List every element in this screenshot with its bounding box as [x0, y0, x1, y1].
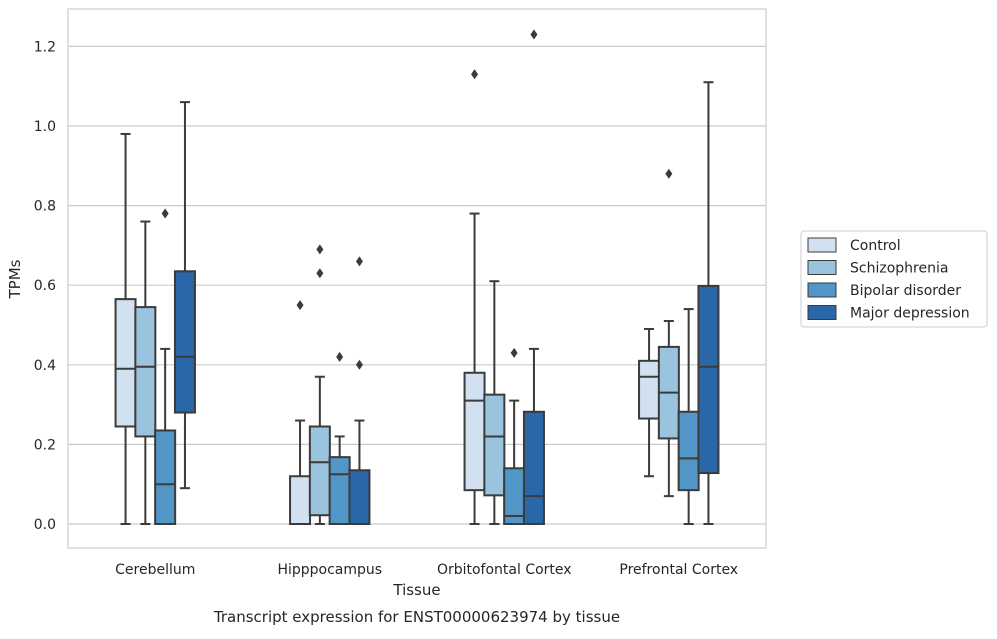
legend-label: Control [850, 238, 901, 254]
box-iqr [173, 270, 196, 414]
box-control [114, 132, 137, 525]
box-iqr [677, 410, 700, 492]
x-tick-label: Prefrontal Cortex [619, 562, 738, 578]
legend-label: Schizophrenia [850, 261, 948, 277]
outlier-point [161, 208, 169, 219]
y-tick-label: 0.6 [34, 278, 56, 294]
box-iqr [638, 359, 661, 420]
box-iqr [308, 425, 331, 517]
y-axis-label: TPMs [6, 259, 24, 299]
legend-swatch [807, 237, 837, 253]
box-control [463, 69, 486, 525]
box-schizophrenia [657, 168, 680, 498]
box-major-depression [348, 256, 371, 525]
box-major-depression [522, 29, 545, 526]
y-axis-ticks: 0.0 0.2 0.4 0.6 0.8 1.0 1.2 [34, 39, 56, 533]
outlier-point [530, 29, 538, 40]
x-axis-ticks: Cerebellum Hipppocampus Orbitofontal Corte… [115, 562, 738, 578]
box-iqr [134, 306, 157, 438]
box-control [289, 300, 312, 525]
legend: Control Schizophrenia Bipolar disorder Majo… [800, 230, 988, 328]
outlier-point [355, 256, 363, 267]
legend-swatch [807, 282, 837, 298]
outlier-point [336, 351, 344, 362]
box-iqr [154, 429, 177, 525]
box-schizophrenia [308, 244, 331, 525]
x-tick-label: Cerebellum [115, 562, 195, 578]
y-tick-label: 0.2 [34, 437, 56, 453]
outlier-point [355, 359, 363, 370]
legend-frame [800, 230, 988, 328]
box-bipolar-disorder [328, 351, 351, 525]
legend-swatch [807, 305, 837, 320]
x-tick-label: Hipppocampus [277, 562, 382, 578]
box-bipolar-disorder [154, 208, 177, 525]
y-tick-label: 0.4 [34, 358, 56, 374]
box-major-depression [697, 81, 720, 525]
box-iqr [522, 410, 545, 526]
y-tick-label: 1.2 [34, 39, 56, 55]
box-control [638, 327, 661, 478]
box-iqr [328, 456, 351, 525]
outlier-point [296, 300, 304, 311]
box-bipolar-disorder [503, 347, 526, 525]
boxes-layer [114, 29, 720, 526]
chart-caption: Transcript expression for ENST0000062397… [213, 608, 620, 626]
box-iqr [114, 298, 137, 428]
y-tick-label: 1.0 [34, 119, 56, 135]
box-iqr [463, 371, 486, 492]
y-tick-label: 0.8 [34, 199, 56, 215]
box-iqr [483, 393, 506, 497]
outlier-point [471, 69, 479, 80]
legend-label: Major depression [850, 306, 970, 322]
legend-label: Bipolar disorder [850, 283, 961, 299]
x-axis-label: Tissue [392, 581, 440, 599]
outlier-point [510, 347, 518, 358]
box-iqr [697, 284, 720, 475]
box-iqr [348, 469, 371, 525]
box-bipolar-disorder [677, 308, 700, 525]
legend-items: Control Schizophrenia Bipolar disorder Majo… [807, 237, 970, 322]
y-tick-label: 0.0 [34, 517, 56, 533]
plot-frame [67, 8, 767, 549]
x-tick-label: Orbitofontal Cortex [437, 562, 572, 578]
box-schizophrenia [134, 220, 157, 525]
outlier-point [316, 268, 324, 279]
box-schizophrenia [483, 280, 506, 525]
legend-swatch [807, 260, 837, 275]
outlier-point [665, 168, 673, 179]
outlier-point [316, 244, 324, 255]
box-major-depression [173, 101, 196, 490]
box-iqr [289, 475, 312, 525]
